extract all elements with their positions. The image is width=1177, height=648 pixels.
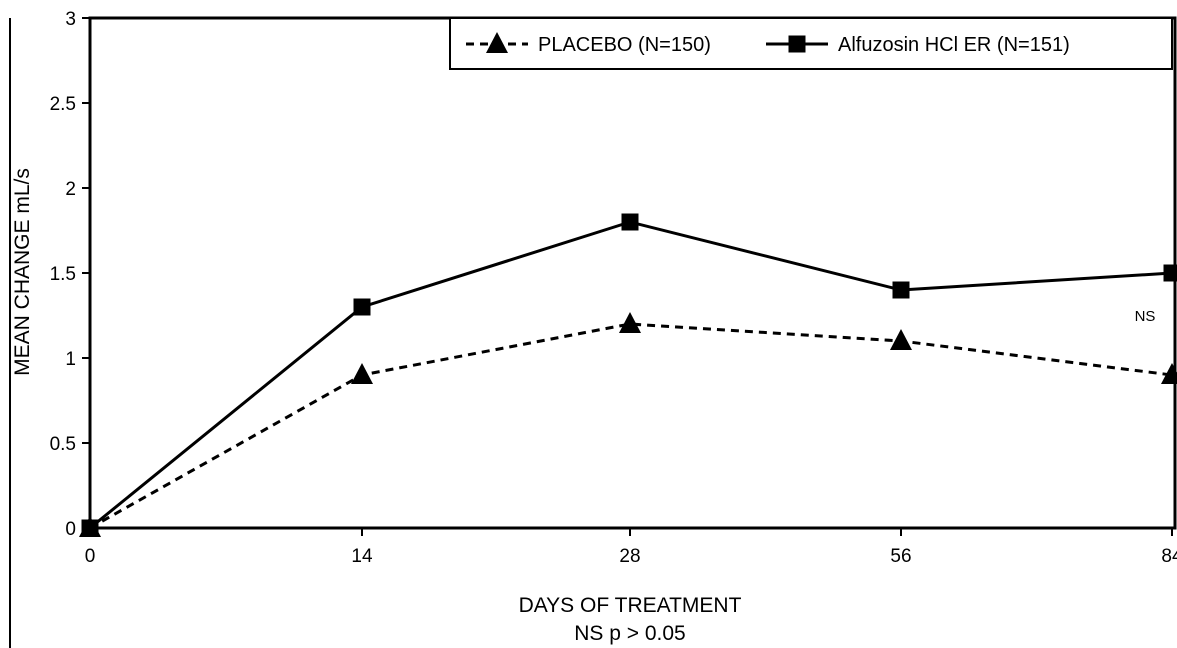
square-data-point (892, 281, 910, 299)
triangle-data-point (1161, 363, 1177, 384)
y-tick-label: 3 (65, 9, 76, 30)
series-line (89, 220, 1173, 530)
y-tick-label: 1 (65, 349, 76, 370)
square-data-point (621, 213, 639, 231)
y-tick-label: 2.5 (50, 94, 76, 115)
triangle-marker-icon (486, 32, 508, 53)
x-tick-label: 84 (1161, 546, 1177, 567)
series-layer (79, 213, 1177, 537)
series-line (89, 322, 1173, 530)
x-axis: 0 14 28 56 84 (85, 528, 1177, 567)
plot-area-border (88, 16, 1177, 530)
y-tick-label: 1.5 (50, 264, 76, 285)
x-tick-label: 28 (619, 546, 640, 567)
y-axis: 0 0.5 1 1.5 2 2.5 3 (50, 9, 90, 540)
legend: PLACEBO (N=150) Alfuzosin HCl ER (N=151) (449, 17, 1173, 70)
y-axis-title: MEAN CHANGE mL/s (11, 168, 34, 376)
x-tick-label: 56 (890, 546, 911, 567)
triangle-data-point (619, 312, 641, 333)
significance-footnote: NS p > 0.05 (574, 622, 686, 645)
legend-item-alfuzosin: Alfuzosin HCl ER (N=151) (766, 34, 1070, 56)
square-data-point (81, 519, 99, 537)
ns-annotation: NS (1135, 308, 1156, 325)
legend-item-placebo: PLACEBO (N=150) (466, 32, 711, 56)
x-tick-label: 0 (85, 546, 96, 567)
x-tick-label: 14 (351, 546, 373, 567)
square-data-point (1163, 264, 1177, 282)
series-placebo (79, 312, 1177, 537)
x-axis-title: DAYS OF TREATMENT (519, 594, 742, 617)
plot-frame (9, 16, 1177, 648)
triangle-data-point (890, 329, 912, 350)
square-marker-icon (788, 35, 806, 53)
y-tick-label: 2 (65, 179, 76, 200)
legend-label-alfuzosin: Alfuzosin HCl ER (N=151) (838, 34, 1070, 56)
series-alfuzosin (81, 213, 1177, 537)
y-tick-label: 0.5 (50, 434, 76, 455)
square-data-point (353, 298, 371, 316)
legend-label-placebo: PLACEBO (N=150) (538, 34, 711, 56)
triangle-data-point (351, 363, 373, 384)
y-tick-label: 0 (65, 519, 76, 540)
